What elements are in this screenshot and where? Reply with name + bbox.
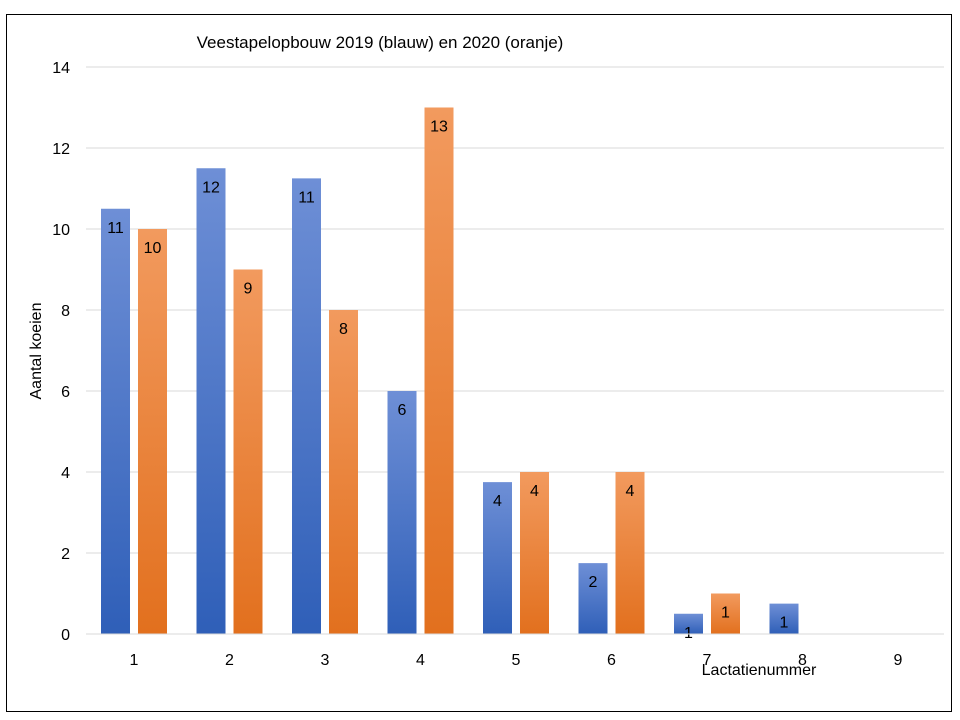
bar-2019-5 xyxy=(483,482,512,634)
x-axis-label: Lactatienummer xyxy=(702,662,817,679)
y-tick-label: 8 xyxy=(61,303,70,320)
y-tick-label: 0 xyxy=(61,627,70,644)
x-tick-label: 5 xyxy=(512,652,521,669)
data-label: 2 xyxy=(589,574,598,591)
bar-2019-7 xyxy=(674,613,703,634)
bar-2020-2 xyxy=(233,269,263,634)
y-tick-label: 4 xyxy=(61,465,70,482)
x-tick-label: 7 xyxy=(703,652,712,669)
data-label: 6 xyxy=(398,402,407,419)
bar-2020-3 xyxy=(329,310,358,634)
y-axis-ticks: 0 2 4 6 8 10 12 14 xyxy=(52,60,70,644)
y-tick-label: 12 xyxy=(52,141,70,158)
data-label: 1 xyxy=(721,605,730,622)
y-axis-label: Aantal koeien xyxy=(28,303,45,400)
data-label: 8 xyxy=(339,321,348,338)
data-label: 12 xyxy=(202,179,220,196)
x-tick-label: 2 xyxy=(225,652,234,669)
bar-2019-8 xyxy=(769,603,799,634)
x-tick-label: 8 xyxy=(798,652,807,669)
data-label: 11 xyxy=(298,189,315,206)
data-label: 4 xyxy=(493,493,502,510)
data-label: 1 xyxy=(780,615,789,632)
bars xyxy=(101,107,799,634)
bar-2020-6 xyxy=(615,472,645,634)
bar-2019-3 xyxy=(292,178,321,634)
data-label: 10 xyxy=(144,240,162,257)
bar-2019-2 xyxy=(196,168,226,634)
x-axis-ticks: 1 2 3 4 5 6 7 8 9 xyxy=(130,652,903,669)
y-tick-label: 14 xyxy=(52,60,70,77)
x-tick-label: 1 xyxy=(130,652,139,669)
bar-2019-6 xyxy=(578,563,608,634)
chart-title: Veestapelopbouw 2019 (blauw) en 2020 (or… xyxy=(197,33,564,52)
data-label: 13 xyxy=(430,119,448,136)
y-tick-label: 10 xyxy=(52,222,70,239)
x-tick-label: 3 xyxy=(321,652,330,669)
y-tick-label: 2 xyxy=(61,546,70,563)
data-label: 9 xyxy=(244,281,253,298)
bar-2020-1 xyxy=(138,229,167,634)
x-tick-label: 4 xyxy=(416,652,425,669)
bar-2020-7 xyxy=(711,593,740,634)
x-tick-label: 9 xyxy=(894,652,903,669)
bar-2019-1 xyxy=(101,208,130,634)
bar-2020-5 xyxy=(520,472,549,634)
bar-2019-4 xyxy=(387,391,417,634)
bar-2020-4 xyxy=(424,107,454,634)
data-label: 1 xyxy=(684,625,693,642)
data-label: 4 xyxy=(626,483,635,500)
x-tick-label: 6 xyxy=(607,652,616,669)
data-label: 4 xyxy=(530,483,539,500)
y-tick-label: 6 xyxy=(61,384,70,401)
data-label: 11 xyxy=(107,220,124,237)
